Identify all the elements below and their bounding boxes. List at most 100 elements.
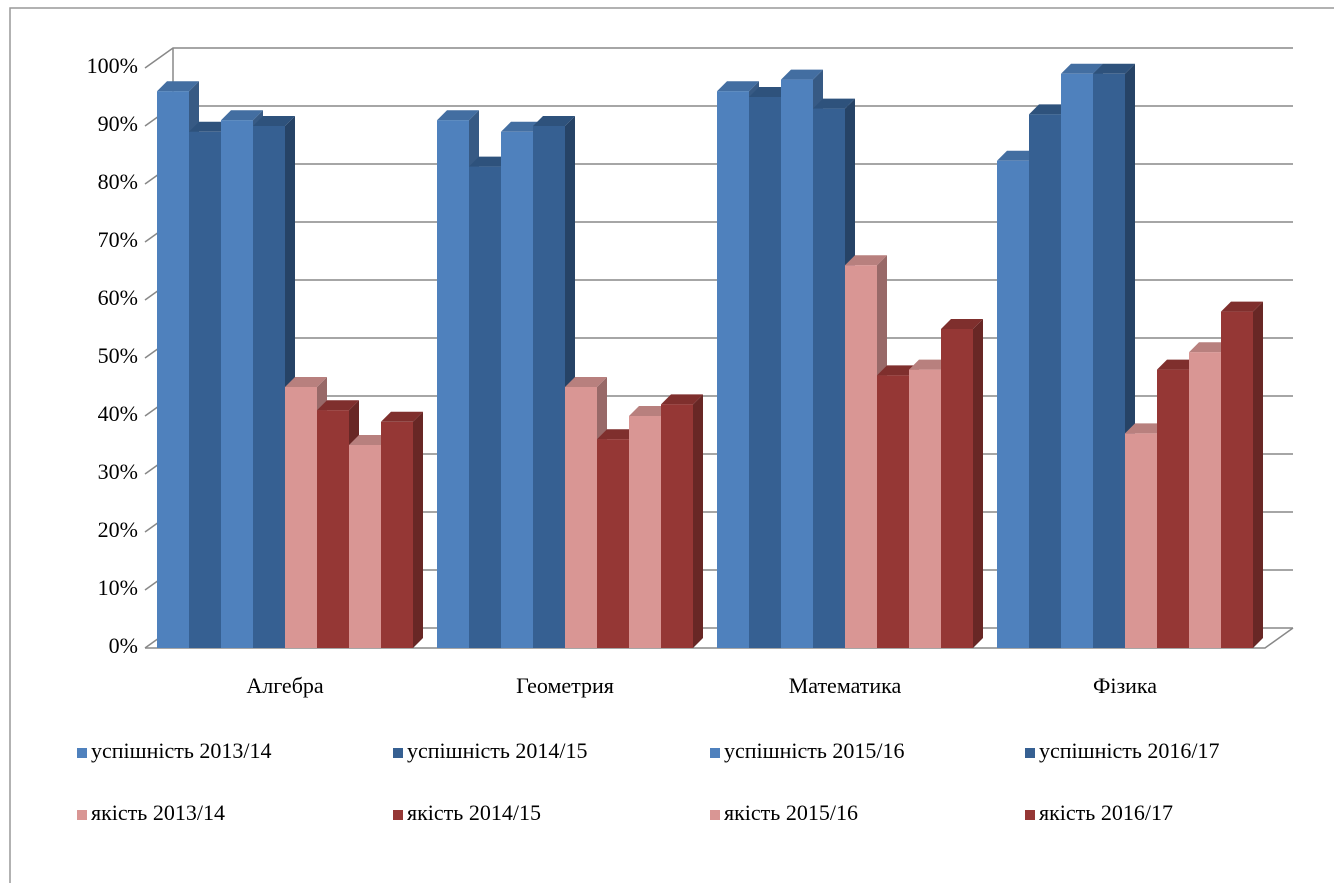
x-tick-label: Математика xyxy=(789,673,902,698)
bar xyxy=(597,439,629,648)
x-tick-label: Фізика xyxy=(1093,673,1157,698)
y-tick-label: 90% xyxy=(98,111,138,136)
bar-top xyxy=(157,81,199,92)
bar-top xyxy=(941,319,983,329)
y-tick-label: 40% xyxy=(98,401,138,426)
legend-label: успішність 2014/15 xyxy=(407,738,588,763)
legend-swatch xyxy=(710,810,720,820)
bar xyxy=(381,421,413,648)
bar-top xyxy=(317,400,359,411)
y-tick-label: 0% xyxy=(109,633,138,658)
legend-swatch xyxy=(77,810,87,820)
bar xyxy=(941,329,973,648)
y-tick-label: 30% xyxy=(98,459,138,484)
legend-label: успішність 2016/17 xyxy=(1039,738,1220,763)
y-tick-label: 70% xyxy=(98,227,138,252)
bar xyxy=(1189,352,1221,648)
bar-side xyxy=(973,319,983,648)
bar-top xyxy=(381,411,423,422)
bar-top xyxy=(437,110,479,121)
legend-swatch xyxy=(393,810,403,820)
bar-side xyxy=(693,394,703,648)
bar-top xyxy=(661,394,703,405)
y-tick-label: 10% xyxy=(98,575,138,600)
bar xyxy=(997,160,1029,649)
bar-top xyxy=(533,116,575,126)
y-tick-label: 80% xyxy=(98,169,138,194)
y-tick-label: 60% xyxy=(98,285,138,310)
bar xyxy=(157,91,189,648)
bar-top xyxy=(501,121,543,132)
bar xyxy=(877,375,909,648)
frame xyxy=(9,7,1334,883)
bar xyxy=(781,79,813,649)
bar-top xyxy=(597,429,639,440)
legend-swatch xyxy=(710,748,720,758)
legend-label: якість 2013/14 xyxy=(91,800,225,825)
bar xyxy=(533,126,565,648)
bar-top xyxy=(189,121,231,132)
y-tick-label: 20% xyxy=(98,517,138,542)
legend-label: успішність 2013/14 xyxy=(91,738,272,763)
bar-top xyxy=(285,377,327,387)
legend-swatch xyxy=(1025,748,1035,758)
bar-top xyxy=(1029,104,1071,115)
bar-side xyxy=(413,411,423,648)
bar xyxy=(749,97,781,648)
bar-top xyxy=(781,69,823,80)
bar-top xyxy=(1157,359,1199,370)
bar-side xyxy=(1253,301,1263,648)
legend-label: якість 2016/17 xyxy=(1039,800,1173,825)
legend-swatch xyxy=(393,748,403,758)
bar-top xyxy=(221,110,263,121)
bar-top xyxy=(845,255,887,266)
bar xyxy=(317,410,349,648)
bar xyxy=(1093,73,1125,649)
bar xyxy=(285,387,317,648)
legend-swatch xyxy=(1025,810,1035,820)
bar-top xyxy=(1125,423,1167,434)
bar-top xyxy=(1093,63,1135,74)
bar xyxy=(349,445,381,648)
bar xyxy=(661,404,693,648)
bar xyxy=(565,387,597,648)
bar xyxy=(1157,369,1189,648)
bar xyxy=(1061,73,1093,649)
bar-top xyxy=(565,377,607,387)
legend-label: успішність 2015/16 xyxy=(724,738,905,763)
bar xyxy=(717,91,749,648)
bar xyxy=(1029,114,1061,648)
legend-swatch xyxy=(77,748,87,758)
bar-top xyxy=(813,98,855,109)
y-tick-label: 100% xyxy=(87,53,138,78)
bar xyxy=(813,108,845,649)
x-tick-label: Алгебра xyxy=(246,673,324,698)
bar xyxy=(189,131,221,649)
bar xyxy=(845,265,877,648)
bar xyxy=(437,120,469,648)
bar xyxy=(469,166,501,648)
bar-top xyxy=(909,359,951,370)
bar-top xyxy=(1189,342,1231,353)
bar-top xyxy=(877,365,919,376)
x-tick-label: Геометрия xyxy=(516,673,614,698)
bar-top xyxy=(349,435,391,445)
bar xyxy=(1125,433,1157,648)
bar xyxy=(501,131,533,649)
bar xyxy=(253,126,285,648)
bar xyxy=(221,120,253,648)
bar-top xyxy=(997,150,1039,161)
bar-top xyxy=(749,87,791,97)
bar-top xyxy=(253,116,295,126)
y-tick-label: 50% xyxy=(98,343,138,368)
bar-top xyxy=(469,156,511,167)
legend-label: якість 2015/16 xyxy=(724,800,858,825)
bar xyxy=(1221,311,1253,648)
bar-top xyxy=(1221,301,1263,312)
bar xyxy=(909,369,941,648)
bar-top xyxy=(717,81,759,92)
legend-label: якість 2014/15 xyxy=(407,800,541,825)
bar-top xyxy=(1061,63,1103,74)
bar xyxy=(629,416,661,648)
